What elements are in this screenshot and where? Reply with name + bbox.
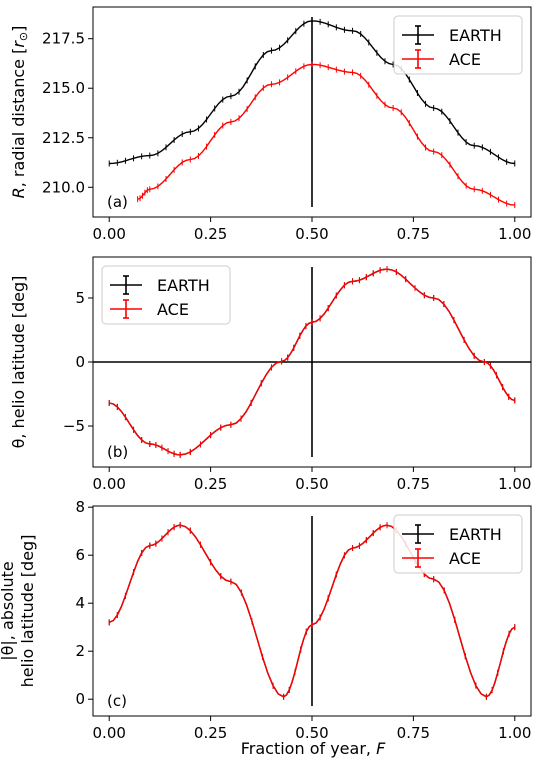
y-tick-label: 6 bbox=[75, 546, 85, 564]
y-tick-label: 215.0 bbox=[42, 79, 85, 97]
y-axis-label-line-2: helio latitude [deg] bbox=[18, 535, 37, 688]
series-ace bbox=[137, 61, 516, 209]
panel-a: 0.00 0.25 0.50 0.75 1.00 210.0 212.5 215.0 217.5… bbox=[9, 6, 532, 243]
legend-label: ACE bbox=[449, 50, 481, 69]
x-tick-label: 0.25 bbox=[194, 724, 227, 742]
series-ace bbox=[108, 266, 516, 458]
x-tick-label: 0.75 bbox=[397, 724, 430, 742]
panel-c: 0.00 0.25 0.50 0.75 1.00 0 2 4 6 8 (c) |θ|, absolut… bbox=[0, 498, 532, 742]
x-tick-label: 0.00 bbox=[93, 724, 126, 742]
legend-label: EARTH bbox=[449, 525, 502, 544]
y-tick-label: 212.5 bbox=[42, 129, 85, 147]
panel-label: (a) bbox=[107, 193, 128, 211]
y-tick-label: 210.0 bbox=[42, 178, 85, 196]
y-tick-label: 5 bbox=[75, 289, 85, 307]
y-tick-label: 217.5 bbox=[42, 30, 85, 48]
legend-entry-ace: ACE bbox=[402, 548, 481, 568]
legend-label: EARTH bbox=[157, 276, 210, 295]
legend-entry-ace: ACE bbox=[402, 49, 481, 69]
legend-entry-earth: EARTH bbox=[110, 275, 210, 295]
x-tick-label: 0.50 bbox=[295, 225, 328, 243]
legend-entry-earth: EARTH bbox=[402, 524, 502, 544]
legend-entry-earth: EARTH bbox=[402, 25, 502, 45]
x-tick-label: 0.50 bbox=[295, 475, 328, 493]
y-tick-label: 0 bbox=[75, 690, 85, 708]
panels: 0.00 0.25 0.50 0.75 1.00 210.0 212.5 215.0 217.5… bbox=[0, 6, 532, 742]
legend: EARTH ACE bbox=[393, 15, 523, 75]
x-tick-label: 0.25 bbox=[194, 225, 227, 243]
legend-label: EARTH bbox=[449, 26, 502, 45]
legend-entry-ace: ACE bbox=[110, 299, 189, 319]
y-tick-label: −5 bbox=[63, 417, 85, 435]
y-axis-label-line-1: |θ|, absolute bbox=[0, 561, 17, 661]
x-tick-label: 0.25 bbox=[194, 475, 227, 493]
panel-label: (b) bbox=[107, 443, 128, 461]
panel-b: 0.00 0.25 0.50 0.75 1.00 −5 0 5 (b) θ, helio lati… bbox=[9, 256, 532, 493]
x-tick-label: 0.75 bbox=[397, 475, 430, 493]
y-tick-label: 8 bbox=[75, 498, 85, 516]
x-axis-label: Fraction of year, F bbox=[241, 739, 386, 758]
x-tick-label: 0.75 bbox=[397, 225, 430, 243]
y-tick-label: 4 bbox=[75, 594, 85, 612]
y-tick-label: 0 bbox=[75, 353, 85, 371]
legend: EARTH ACE bbox=[393, 514, 523, 574]
x-tick-label: 0.50 bbox=[295, 724, 328, 742]
panel-label: (c) bbox=[107, 692, 127, 710]
legend: EARTH ACE bbox=[101, 265, 231, 325]
y-axis-label: R, radial distance [r⊙] bbox=[9, 26, 30, 199]
legend-label: ACE bbox=[157, 300, 189, 319]
x-tick-label: 1.00 bbox=[498, 225, 531, 243]
x-tick-label: 0.00 bbox=[93, 475, 126, 493]
legend-label: ACE bbox=[449, 549, 481, 568]
y-axis-label: θ, helio latitude [deg] bbox=[9, 276, 28, 449]
x-tick-label: 1.00 bbox=[498, 724, 531, 742]
x-tick-label: 0.00 bbox=[93, 225, 126, 243]
y-tick-label: 2 bbox=[75, 642, 85, 660]
x-tick-label: 1.00 bbox=[498, 475, 531, 493]
